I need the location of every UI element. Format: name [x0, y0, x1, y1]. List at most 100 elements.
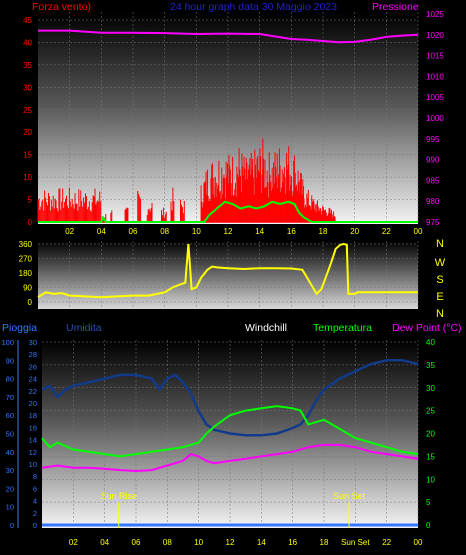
hour-tick-label: 22	[382, 538, 391, 547]
temperature-tick-label: 10	[426, 475, 435, 484]
wind-tick-label: 40	[23, 38, 32, 47]
rain-legend: Pioggia	[2, 322, 37, 334]
humidity-tick-label: 60	[6, 411, 14, 420]
pressure-tick-label: 985	[426, 176, 440, 185]
windchill-legend: Windchill	[245, 322, 287, 334]
rain-tick-label: 18	[29, 411, 37, 420]
wind-tick-label: 10	[23, 173, 32, 182]
temperature-tick-label: 20	[426, 430, 435, 439]
rain-tick-label: 4	[33, 497, 37, 506]
temperature-legend: Temperatura	[313, 322, 372, 334]
direction-tick-label: 90	[23, 284, 32, 293]
hour-tick-label: 20	[350, 227, 359, 236]
direction-grid	[38, 241, 419, 309]
rain-tick-label: 10	[29, 460, 37, 469]
direction-tick-label: 360	[19, 240, 33, 249]
pressure-tick-label: 1015	[426, 52, 444, 61]
hour-tick-label: 10	[194, 538, 203, 547]
humidity-tick-label: 30	[6, 466, 14, 475]
humidity-tick-label: 100	[1, 338, 14, 347]
hour-tick-label: 06	[129, 227, 138, 236]
rain-tick-label: 26	[29, 362, 37, 371]
pressure-tick-label: 995	[426, 135, 440, 144]
hour-tick-label: 00	[414, 538, 423, 547]
humidity-tick-label: 50	[6, 430, 14, 439]
temperature-tick-label: 25	[426, 407, 435, 416]
humidity-tick-label: 0	[10, 521, 14, 530]
temperature-tick-label: 35	[426, 361, 435, 370]
wind-tick-label: 35	[23, 61, 32, 70]
pressure-line	[38, 29, 419, 44]
wind-y-axis: 0 5 10 15 20 25 30 35 40 45	[23, 16, 32, 227]
pressure-tick-label: 1000	[426, 114, 444, 123]
wind-tick-label: 0	[28, 218, 33, 227]
hour-tick-label: 04	[100, 538, 109, 547]
pressure-tick-label: 1005	[426, 93, 444, 102]
chart-title: 24 hour graph data 30 Maggio 2023	[170, 1, 337, 13]
wind-tick-label: 15	[23, 151, 32, 160]
rain-tick-label: 14	[29, 436, 37, 445]
rain-tick-label: 16	[29, 423, 37, 432]
rain-tick-label: 0	[33, 521, 37, 530]
wind-x-axis: 02 04 06 08 10 12 14 16 18 20 22 00	[65, 227, 423, 236]
sunrise-label: Sun Rise	[101, 491, 138, 501]
pressure-tick-label: 1010	[426, 72, 444, 81]
wind-speed-series	[37, 138, 418, 223]
dewpoint-line	[41, 443, 419, 473]
rain-tick-label: 20	[29, 399, 37, 408]
humidity-tick-label: 40	[6, 448, 14, 457]
rain-tick-label: 24	[29, 375, 37, 384]
rain-tick-label: 28	[29, 350, 37, 359]
rain-tick-label: 22	[29, 387, 37, 396]
wind-tick-label: 5	[28, 196, 33, 205]
temperature-line	[41, 405, 419, 458]
pressure-y-axis: 975 980 985 990 995 1000 1005 1010 1015 1020 1025	[426, 10, 444, 227]
humidity-legend: Umidita	[66, 322, 102, 334]
hour-tick-label: 18	[319, 227, 328, 236]
wind-tick-label: 25	[23, 106, 32, 115]
humidity-line	[41, 359, 419, 437]
hour-tick-label: Sun Set	[341, 538, 370, 547]
hour-tick-label: 22	[382, 227, 391, 236]
wind-tick-label: 30	[23, 83, 32, 92]
wind-tick-label: 45	[23, 16, 32, 25]
temperature-tick-label: 30	[426, 384, 435, 393]
hour-tick-label: 02	[65, 227, 74, 236]
wind-gust-line	[38, 200, 418, 223]
temperature-tick-label: 5	[426, 498, 431, 507]
hour-tick-label: 14	[257, 538, 266, 547]
hour-tick-label: 16	[288, 538, 297, 547]
direction-tick-label: 0	[28, 298, 33, 307]
temperature-x-axis: 02 04 06 08 10 12 14 16 18 Sun Set 22 00	[69, 538, 423, 547]
compass-letter: S	[436, 274, 443, 286]
rain-tick-label: 30	[29, 338, 37, 347]
pressure-axis-title: Pressione	[372, 1, 419, 13]
sunset-label: Sun Set	[333, 491, 366, 501]
direction-tick-label: 180	[19, 269, 33, 278]
hour-tick-label: 02	[69, 538, 78, 547]
rain-tick-label: 12	[29, 448, 37, 457]
temperature-tick-label: 40	[426, 338, 435, 347]
rain-tick-label: 8	[33, 472, 37, 481]
hour-tick-label: 16	[287, 227, 296, 236]
compass-letter: W	[435, 257, 446, 269]
rain-tick-label: 6	[33, 484, 37, 493]
hour-tick-label: 18	[320, 538, 329, 547]
hour-tick-label: 08	[160, 227, 169, 236]
hour-tick-label: 06	[132, 538, 141, 547]
temperature-y-axis: 0 5 10 15 20 25 30 35 40	[426, 338, 435, 530]
humidity-y-axis: 0 10 20 30 40 50 60 70 80 90 100	[1, 338, 14, 530]
hour-tick-label: 10	[192, 227, 201, 236]
hour-tick-label: 00	[414, 227, 423, 236]
compass-letter: N	[436, 238, 444, 250]
humidity-tick-label: 10	[6, 503, 14, 512]
direction-y-axis: 0 90 180 270 360	[19, 240, 33, 307]
pressure-tick-label: 1025	[426, 10, 444, 19]
wind-direction-line	[37, 242, 418, 299]
direction-tick-label: 270	[19, 255, 33, 264]
pressure-tick-label: 975	[426, 218, 440, 227]
humidity-tick-label: 70	[6, 393, 14, 402]
pressure-tick-label: 990	[426, 156, 440, 165]
